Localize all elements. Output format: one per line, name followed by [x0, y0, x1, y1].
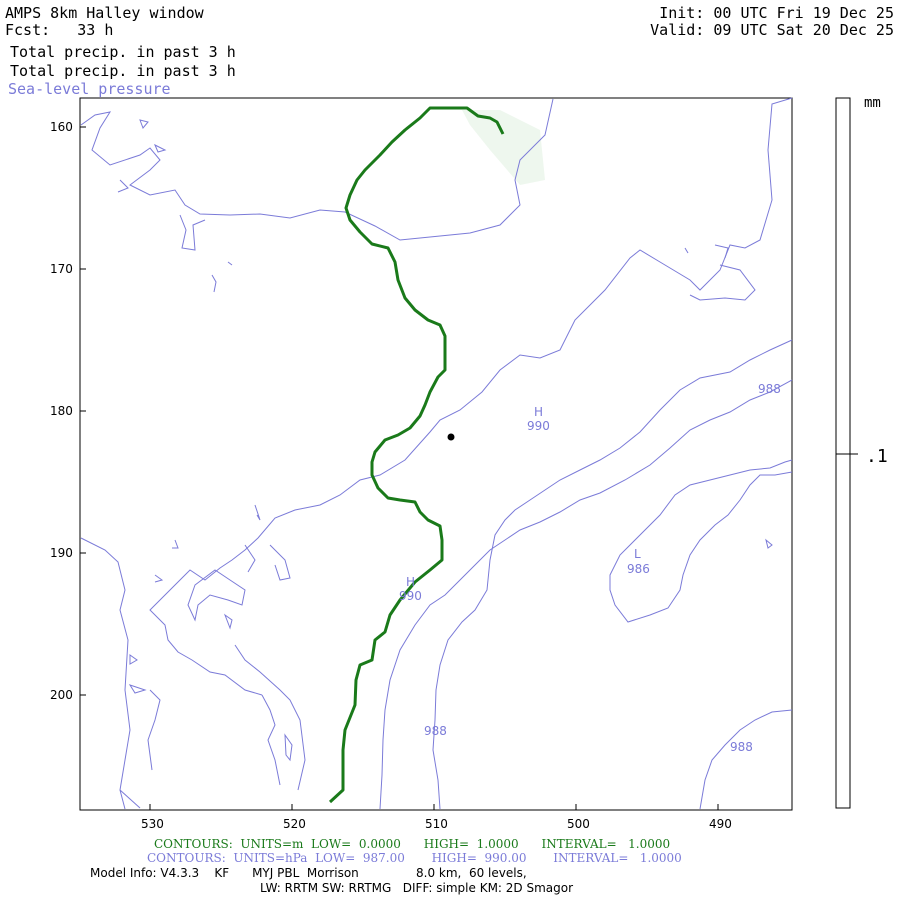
pressure-contour [80, 98, 554, 241]
pressure-contour [147, 689, 161, 771]
model-info: Model Info: V4.3.3 KF MYJ PBL Morrison 8… [90, 866, 527, 880]
pressure-contour [119, 789, 141, 809]
pressure-contour [254, 504, 261, 521]
field-label-pressure: Sea-level pressure [8, 80, 171, 98]
pressure-contour [689, 264, 756, 301]
contour-label: 988 [730, 740, 753, 754]
pressure-contour [609, 459, 793, 623]
pressure-contour [269, 544, 291, 581]
x-tick-label: 500 [567, 817, 590, 831]
pressure-contour [684, 247, 689, 254]
precip-shading [462, 110, 545, 185]
y-tick-label: 180 [50, 404, 73, 418]
high-marker: H [406, 575, 415, 589]
map-title: AMPS 8km Halley window [5, 4, 204, 22]
pressure-contour [139, 119, 149, 129]
y-tick-label: 160 [50, 120, 73, 134]
pressure-contour [244, 544, 256, 573]
pressure-contour [223, 613, 233, 630]
pressure-contour [80, 537, 131, 810]
y-tick-label: 190 [50, 546, 73, 560]
pressure-contour [154, 143, 167, 153]
valid-time: Valid: 09 UTC Sat 20 Dec 25 [650, 21, 894, 39]
pressure-contour [379, 379, 793, 810]
y-tick-label: 170 [50, 262, 73, 276]
pressure-contour [227, 261, 233, 266]
high-value: 990 [399, 589, 422, 603]
init-time: Init: 00 UTC Fri 19 Dec 25 [659, 4, 894, 22]
high-value: 990 [527, 419, 550, 433]
pressure-contour [117, 179, 129, 193]
pressure-contour [432, 339, 793, 810]
high-marker: H [534, 405, 543, 419]
station-marker [447, 433, 455, 441]
pressure-contour [699, 709, 793, 810]
map-frame [79, 97, 793, 811]
contour-info-precip: CONTOURS: UNITS=m LOW= 0.0000 HIGH= 1.00… [154, 837, 671, 851]
pressure-contour [179, 214, 206, 251]
x-tick-label: 520 [283, 817, 306, 831]
field-label-precip-2: Total precip. in past 3 h [10, 62, 236, 80]
low-value: 986 [627, 562, 650, 576]
x-tick-label: 490 [709, 817, 732, 831]
forecast-hour: Fcst: 33 h [5, 21, 114, 39]
pressure-contour [149, 97, 793, 696]
colorbar-unit: mm [864, 95, 881, 111]
pressure-contour [129, 654, 138, 665]
precip-contour [328, 106, 505, 804]
low-marker: L [634, 547, 641, 561]
pressure-contour [765, 538, 773, 549]
contour-label: 988 [758, 382, 781, 396]
pressure-contour [211, 274, 217, 293]
y-tick-label: 200 [50, 688, 73, 702]
pressure-contour [154, 574, 164, 583]
pressure-contour [714, 244, 729, 259]
contour-info-pressure: CONTOURS: UNITS=hPa LOW= 987.00 HIGH= 99… [147, 851, 682, 865]
pressure-contour [261, 694, 281, 786]
colorbar [835, 97, 851, 809]
pressure-contour [284, 733, 293, 762]
model-info-physics: LW: RRTM SW: RRTMG DIFF: simple KM: 2D S… [260, 881, 574, 895]
pressure-contour [187, 569, 246, 622]
field-label-precip-1: Total precip. in past 3 h [10, 43, 236, 61]
colorbar-level-label: .1 [866, 446, 888, 467]
x-tick-label: 510 [425, 817, 448, 831]
pressure-contour [234, 644, 306, 791]
pressure-contour [172, 539, 179, 549]
contour-label: 988 [424, 724, 447, 738]
x-tick-label: 530 [141, 817, 164, 831]
pressure-contour [128, 684, 147, 694]
